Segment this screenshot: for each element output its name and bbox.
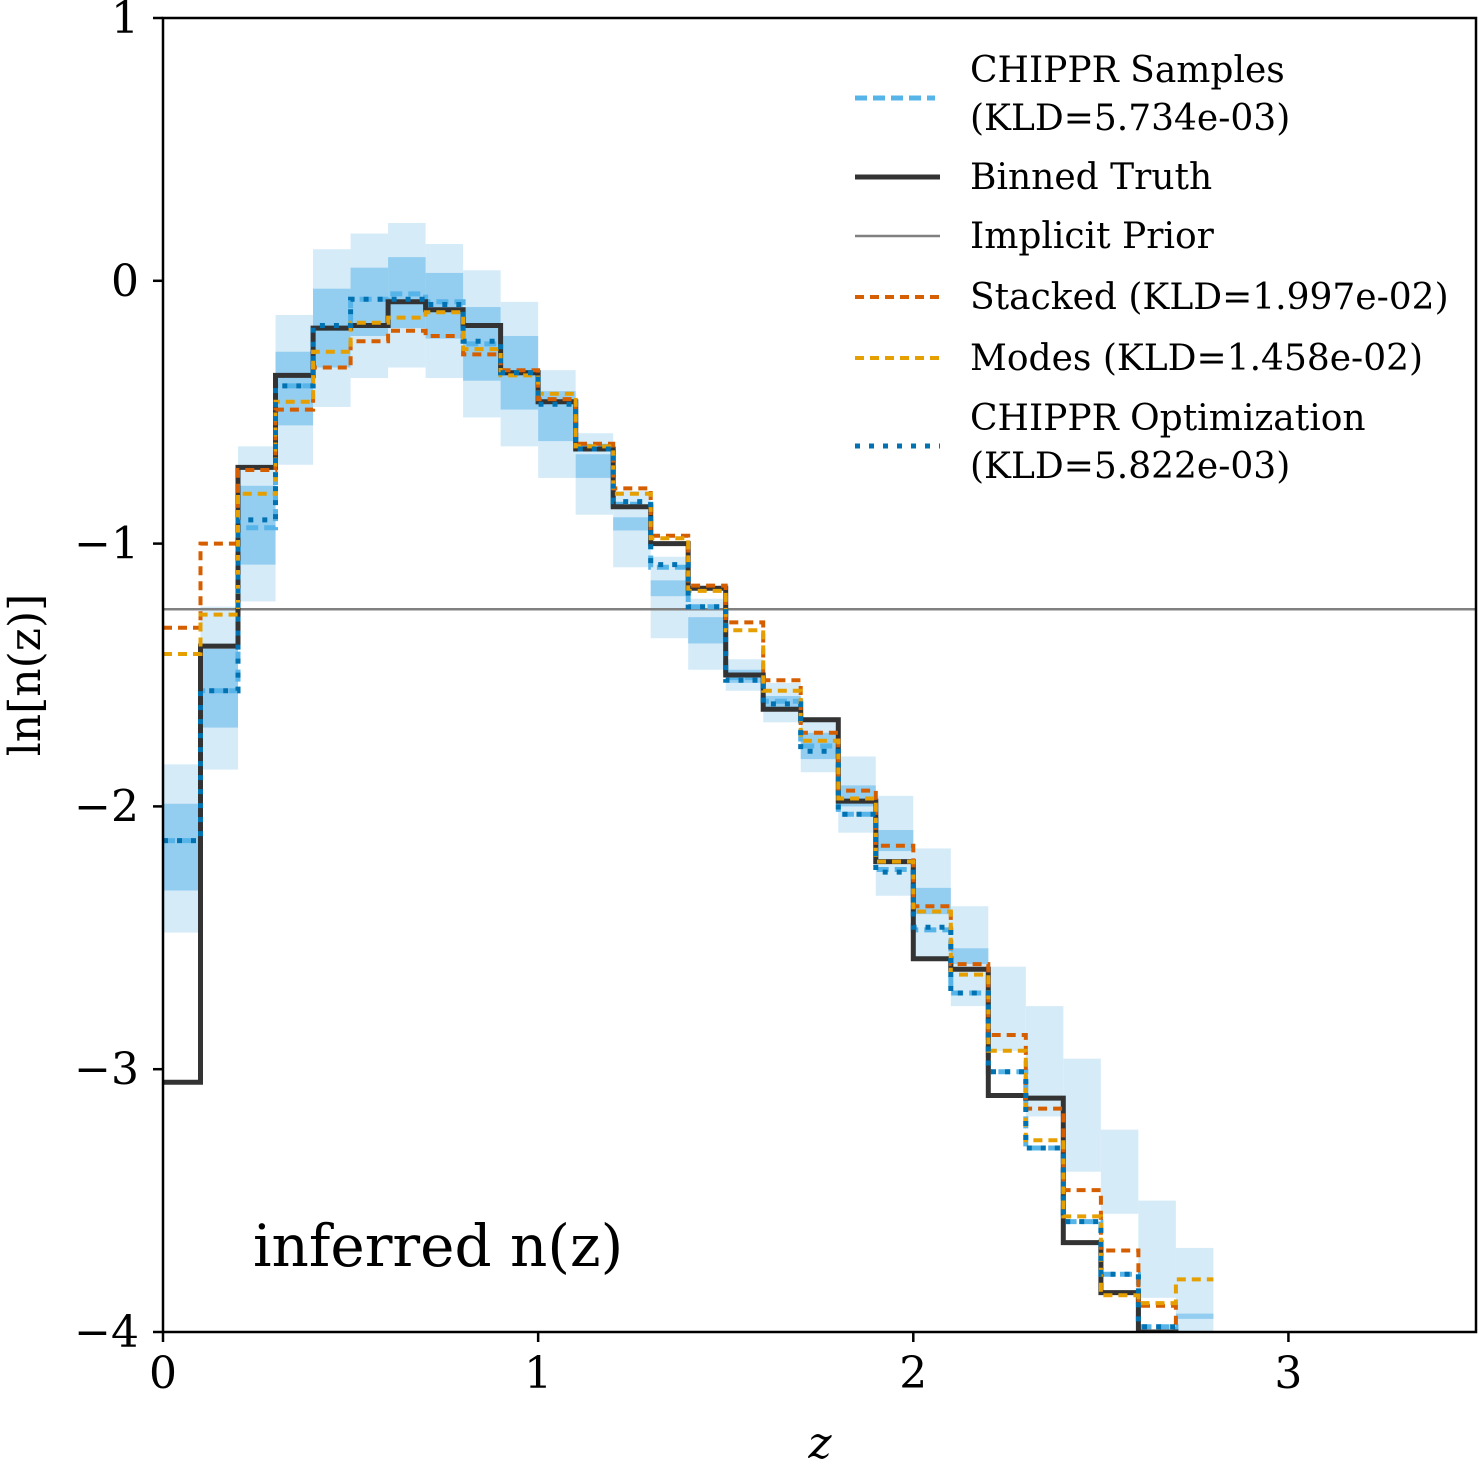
band-inner [950,948,989,965]
band-inner [613,517,651,531]
y-tick-label: −4 [74,1307,139,1358]
legend: CHIPPR Samples (KLD=5.734e-03) Binned Tr… [855,50,1449,487]
band-inner [275,351,314,426]
plot-frame [161,16,1478,1334]
band-inner [1175,1313,1214,1319]
y-tick-label: −1 [74,519,139,570]
legend-label-modes: Modes (KLD=1.458e-02) [970,338,1423,379]
band-outer [1138,1200,1176,1298]
uncertainty-bands [163,222,1214,1332]
axis-ticks: 0 1 2 3 −4 −3 −2 −1 0 1 [74,0,1302,1399]
legend-label-stacked: Stacked (KLD=1.997e-02) [970,277,1449,318]
band-inner [200,648,239,728]
x-tick-label: 0 [149,1348,177,1399]
legend-label-truth: Binned Truth [970,157,1212,198]
optimization-line [163,296,1179,1332]
x-tick-label: 2 [899,1348,927,1399]
x-axis-label: z [807,1418,832,1469]
x-tick-label: 3 [1274,1348,1302,1399]
legend-kld-samples: (KLD=5.734e-03) [970,98,1290,139]
legend-label-optimization: CHIPPR Optimization [970,398,1366,439]
inferred-nz-annotation: inferred n(z) [253,1212,623,1280]
x-tick-label: 1 [524,1348,552,1399]
band-inner [875,830,914,852]
band-outer [1100,1129,1139,1214]
legend-label-samples: CHIPPR Samples [970,50,1285,91]
y-tick-label: 0 [111,256,139,307]
legend-kld-optimization: (KLD=5.822e-03) [970,446,1290,487]
legend-kld-stacked: (KLD=1.997e-02) [1128,277,1448,318]
band-outer [1175,1247,1214,1332]
band-inner [650,580,689,597]
band-inner [238,485,276,565]
band-outer [988,966,1026,1051]
y-tick-label: 1 [111,0,139,44]
y-tick-label: −2 [74,781,139,832]
band-outer [1063,1058,1101,1172]
y-axis-label: ln[n(z)] [0,594,51,757]
band-inner [688,617,726,644]
series-lines [163,291,1476,1332]
legend-label-prior: Implicit Prior [970,216,1215,257]
y-tick-label: −3 [74,1044,139,1095]
band-inner [163,803,201,891]
legend-kld-modes: (KLD=1.458e-02) [1103,338,1423,379]
legend-name-modes: Modes [970,338,1091,379]
band-outer [650,556,689,639]
band-inner [575,454,614,478]
legend-name-stacked: Stacked [970,277,1117,318]
